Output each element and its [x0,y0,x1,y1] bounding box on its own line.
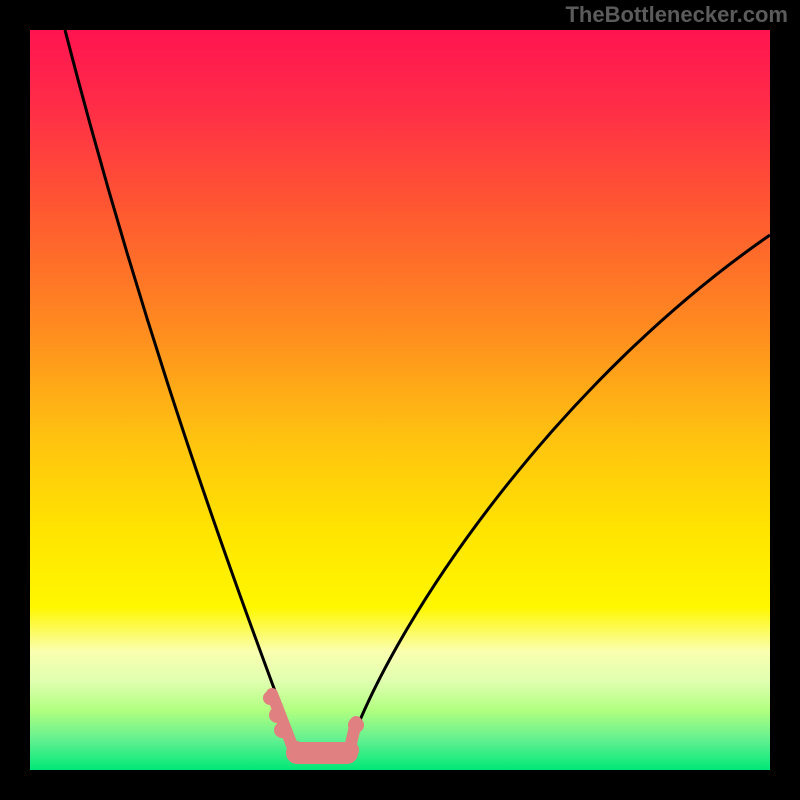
bottleneck-chart [0,0,800,800]
marker-dot [269,707,285,723]
marker-dot [348,717,364,733]
chart-stage: TheBottlenecker.com [0,0,800,800]
marker-dot [287,741,305,759]
watermark-text: TheBottlenecker.com [565,2,788,28]
marker-dot [274,722,290,738]
marker-dot [341,741,359,759]
gradient-panel [30,30,770,770]
marker-dot [263,691,277,705]
